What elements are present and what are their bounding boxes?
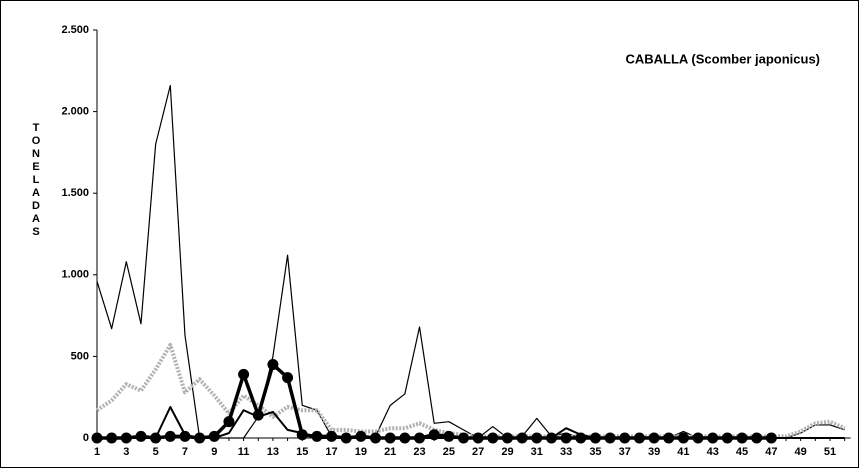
x-tick-label: 7 [182,446,188,458]
x-tick-label: 3 [123,446,129,458]
y-axis-label: TONELADAS [30,122,42,239]
x-tick-label: 35 [589,446,601,458]
x-tick-label: 51 [824,446,836,458]
y-tick-label: 1.000 [61,269,89,281]
x-tick-label: 19 [355,446,367,458]
x-tick-label: 41 [677,446,689,458]
y-tick-label: 0 [83,432,89,444]
x-tick-label: 9 [211,446,217,458]
marker [238,368,250,380]
x-tick-label: 33 [560,446,572,458]
marker [267,359,279,371]
marker [135,430,147,442]
x-tick-label: 17 [325,446,337,458]
x-tick-label: 23 [413,446,425,458]
x-tick-label: 11 [238,446,250,458]
marker [252,409,264,421]
x-tick-label: 13 [267,446,279,458]
x-tick-label: 27 [472,446,484,458]
x-tick-label: 1 [94,446,100,458]
x-tick-label: 45 [736,446,748,458]
x-tick-label: 29 [501,446,513,458]
marker [179,430,191,442]
marker [560,432,572,444]
x-tick-label: 5 [153,446,159,458]
x-tick-label: 39 [648,446,660,458]
marker [443,430,455,442]
x-tick-label: 15 [296,446,308,458]
x-tick-label: 31 [531,446,543,458]
chart-title: CABALLA (Scomber japonicus) [625,51,820,66]
x-tick-label: 43 [707,446,719,458]
x-tick-label: 37 [619,446,631,458]
marker [223,416,235,428]
x-tick-label: 21 [384,446,396,458]
x-tick-label: 47 [765,446,777,458]
y-tick-label: 2.000 [61,106,89,118]
series-line [97,405,845,439]
y-tick-label: 2.500 [61,24,89,36]
marker [164,430,176,442]
marker [282,372,294,384]
marker [208,430,220,442]
marker [355,430,367,442]
y-tick-label: 1.500 [61,187,89,199]
marker [326,430,338,442]
x-tick-label: 49 [795,446,807,458]
x-tick-label: 25 [443,446,455,458]
y-tick-label: 500 [71,350,89,362]
marker [311,430,323,442]
